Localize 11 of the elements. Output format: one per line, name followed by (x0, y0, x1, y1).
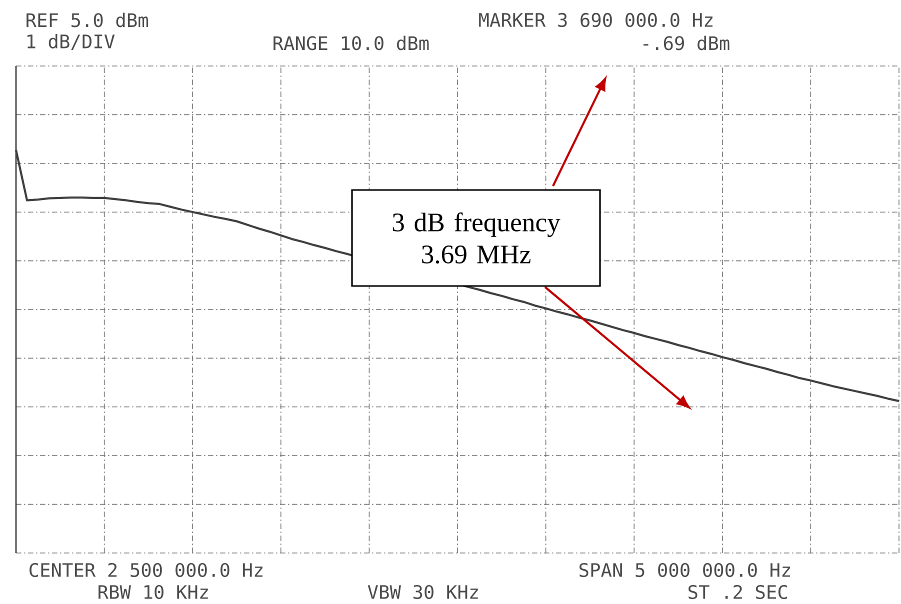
text: CENTER 2 500 000.0 Hz (30, 562, 262, 578)
text: -.69 dBm (644, 36, 730, 50)
text: VBW 30 KHz (368, 584, 478, 600)
text: 1 dB/DIV (28, 34, 115, 50)
text: ST .2 SEC (688, 584, 787, 600)
text: MARKER 3 690 000.0 Hz (479, 12, 712, 28)
text: RANGE 10.0 dBm (274, 36, 429, 50)
text: RBW 10 KHz (98, 584, 208, 600)
text: REF 5.0 dBm (26, 12, 148, 28)
text: SPAN 5 000 000.0 Hz (580, 562, 790, 578)
annotation: 3 dB frequency 3.69 MHz (392, 212, 560, 264)
